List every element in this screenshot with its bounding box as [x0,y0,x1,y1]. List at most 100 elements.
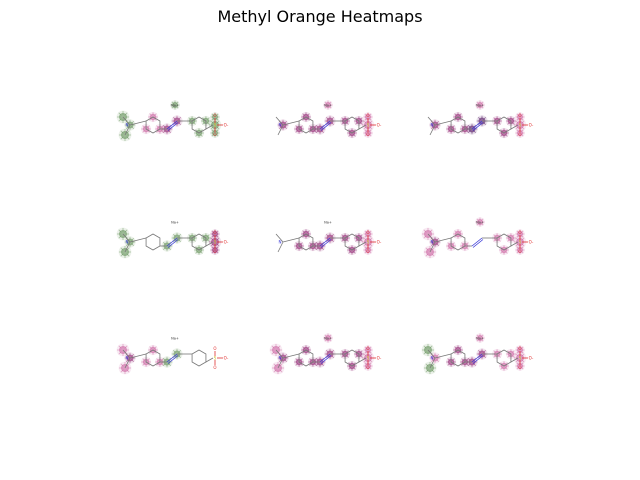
heat-ring-a-ray [154,346,157,349]
heat-methyl-2-ray [273,369,277,373]
heat-azo-2-ray [326,350,329,353]
heat-ring-a-ray [142,130,145,133]
heat-ring-b-ray [341,234,344,237]
heat-ring-a-ray [156,125,159,128]
heat-ring-b-ray [355,239,358,242]
heat-ring-b-ray [498,239,501,242]
oxygen-minus-label: O- [224,356,229,361]
heat-ring-b-ray [193,122,196,125]
sulfur-label: S [367,356,370,361]
heat-ring-b-ray [207,122,210,125]
bond-layer [275,349,376,369]
heat-ring-b-ray [346,122,349,125]
azo-bond-double [472,239,484,248]
molecule-drawing: N SO O O- Na+ [275,100,382,139]
nitrogen-label: N [431,356,434,361]
heat-ring-a-ray [466,363,469,366]
heat-sodium-ray [328,334,332,338]
heat-nitrogen-ray [436,359,439,362]
atom-labels: N SO O O- Na+ [431,221,534,255]
heat-ring-a-ray [452,130,455,133]
heat-sodium-ray [328,101,332,105]
heat-ring-a-ray [147,125,150,128]
heat-ring-b-ray [500,362,503,365]
heat-oxygen-top-ray [516,234,520,238]
heat-ring-b-ray [493,117,496,120]
heat-ring-b-ray [207,117,210,120]
heat-ring-a-ray [309,358,312,361]
heat-azo-1-ray [321,363,324,366]
oxygen-minus-label: O- [377,123,382,128]
heat-ring-a-ray [452,125,455,128]
atom-labels: N SO O O- Na+ [279,337,382,371]
oxygen-minus-label: O- [529,240,534,245]
heat-sodium-ray [480,338,484,342]
heat-oxygen-top-ray [520,350,524,354]
heat-sodium-ray [480,222,484,226]
oxygen-label-top: O [366,113,369,118]
oxygen-minus-label: O- [529,123,534,128]
heat-ring-a-ray [309,130,312,133]
heat-methyl-2-ray [126,253,130,257]
heat-ring-b-ray [355,355,358,358]
azo-bond [319,353,331,363]
heat-ring-b-ray [346,355,349,358]
benzene-ring-a [298,233,314,251]
heat-methyl-1-ray [118,345,122,349]
heat-ring-a-ray [302,346,305,349]
heat-nitrogen-ray [279,359,282,362]
molecule-drawing: N SO O O- Na+ [427,100,534,139]
heat-ring-b-ray [500,251,503,254]
counter-ion-label: Na+ [476,104,484,108]
sulfur-label: S [367,123,370,128]
heat-sulfur-ray [521,353,525,357]
heat-nitrogen-ray [131,121,134,124]
heat-oxygen-top-ray [364,117,368,121]
heat-methyl-2-ray [431,363,435,367]
bond-layer [122,349,223,369]
heat-ring-a-ray [459,230,462,233]
heat-nitrogen-ray [436,238,439,241]
heat-oxygen-top-ray [516,117,520,121]
heat-methyl-1-ray [118,235,122,239]
azo-bond-double [320,122,332,131]
heat-nitrogen-ray [436,354,439,357]
heat-ring-b-ray [498,234,501,237]
heat-ring-b-ray [493,234,496,237]
heat-sulfur-ray [521,237,525,241]
heat-ring-b-ray [498,117,501,120]
oxygen-minus-label: O- [224,123,229,128]
heat-ring-b-ray [500,129,503,132]
heat-ring-b-ray [202,239,205,242]
bond-methyl-2 [277,357,284,369]
heat-nitrogen-ray [131,238,134,241]
oxygen-label-top: O [366,230,369,235]
heat-methyl-1-ray [118,118,122,122]
bond-n-ring [129,237,147,243]
heat-azo-2-ray [331,117,334,120]
heat-ring-b-ray [200,251,203,254]
heat-ring-a-ray [447,363,450,366]
nitrogen-label: N [279,123,282,128]
heat-ring-a-ray [447,247,450,250]
heat-sodium-ray [171,101,175,105]
heat-oxygen-top-ray [516,113,520,117]
heat-ring-a-ray [147,358,150,361]
oxygen-minus-label: O- [377,356,382,361]
heat-ring-b-ray [498,122,501,125]
bond-ring-sulfur [358,357,367,363]
oxygen-label-bottom: O [213,132,216,137]
azo-bond [471,353,483,363]
heat-sulfur-ray [521,126,525,130]
azo-bond [471,237,483,247]
heat-ring-b-ray [341,122,344,125]
bond-methyl-1 [427,349,436,359]
benzene-ring-a [450,116,466,134]
heat-ring-a-ray [466,130,469,133]
heat-sulfur-ray [216,237,220,241]
counter-ion-label: Na+ [171,337,179,341]
heat-nitrogen-ray [126,359,129,362]
azo-bond [471,120,483,130]
heat-ring-b-ray [346,117,349,120]
bond-methyl-2 [124,241,131,253]
